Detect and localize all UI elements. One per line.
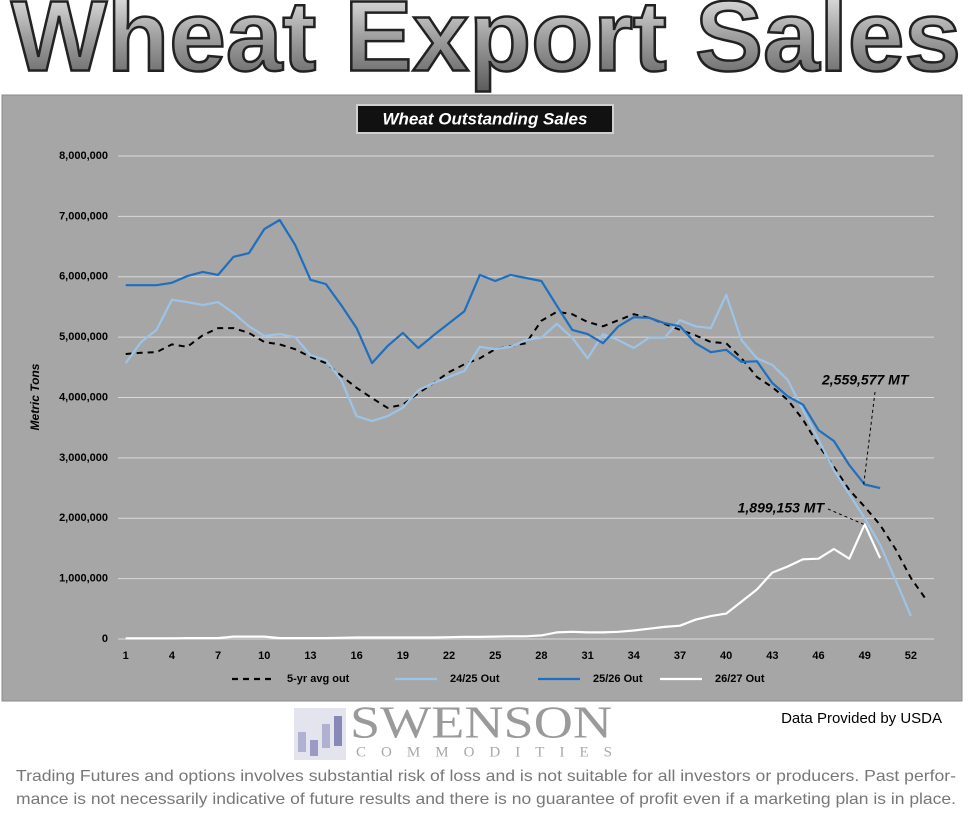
x-tick-label: 25 — [489, 650, 501, 662]
y-axis-label: Metric Tons — [28, 363, 42, 430]
x-tick-label: 52 — [905, 650, 917, 662]
x-tick-label: 28 — [535, 650, 547, 662]
disclaimer: Trading Futures and options involves sub… — [16, 768, 956, 785]
legend: 5-yr avg out 24/25 Out 25/26 Out 26/27 Out — [232, 673, 765, 685]
plot-area: 0 1,000,000 2,000,000 3,000,000 4,000,000 5,0… — [59, 150, 934, 662]
x-tick-label: 13 — [304, 650, 316, 662]
x-tick-label: 22 — [443, 650, 455, 662]
x-tick-label: 49 — [859, 650, 871, 662]
x-tick-label: 10 — [258, 650, 270, 662]
y-tick-label: 0 — [102, 633, 108, 645]
logo-name: SWENSON — [350, 697, 612, 748]
annotation-leader — [827, 508, 864, 525]
x-tick-label: 37 — [674, 650, 686, 662]
series-line — [125, 523, 882, 640]
series-line — [125, 218, 881, 490]
page-title: Wheat Export Sales — [11, 0, 961, 92]
x-tick-label: 46 — [812, 650, 824, 662]
x-tick-label: 4 — [169, 650, 176, 662]
disclaimer: mance is not necessarily indicative of f… — [16, 791, 956, 808]
y-tick-label: 2,000,000 — [59, 512, 108, 524]
x-tick-label: 16 — [351, 650, 363, 662]
x-tick-label: 31 — [581, 650, 593, 662]
x-tick-label: 40 — [720, 650, 732, 662]
x-tick-label: 7 — [215, 650, 221, 662]
legend-label: 26/27 Out — [715, 673, 765, 685]
legend-label: 5-yr avg out — [287, 673, 350, 685]
title-box — [356, 104, 614, 134]
series-line — [125, 310, 928, 601]
legend-label: 25/26 Out — [593, 673, 643, 685]
annotation: 2,559,577 MT — [821, 372, 910, 388]
y-tick-label: 4,000,000 — [59, 391, 108, 403]
y-tick-label: 7,000,000 — [59, 210, 108, 222]
legend-label: 24/25 Out — [450, 673, 500, 685]
data-source: Data Provided by USDA — [781, 710, 942, 727]
y-tick-label: 6,000,000 — [59, 271, 108, 283]
chart-title: Wheat Outstanding Sales — [383, 109, 588, 128]
y-tick-label: 3,000,000 — [59, 452, 108, 464]
x-tick-label: 19 — [397, 650, 409, 662]
y-tick-label: 1,000,000 — [59, 573, 108, 585]
x-tick-label: 43 — [766, 650, 778, 662]
x-tick-label: 34 — [628, 650, 641, 662]
y-tick-label: 8,000,000 — [59, 150, 108, 162]
y-tick-label: 5,000,000 — [59, 331, 108, 343]
x-tick-label: 1 — [123, 650, 129, 662]
annotation: 1,899,153 MT — [738, 500, 826, 516]
series-line — [124, 293, 912, 617]
logo-icon — [294, 708, 346, 760]
